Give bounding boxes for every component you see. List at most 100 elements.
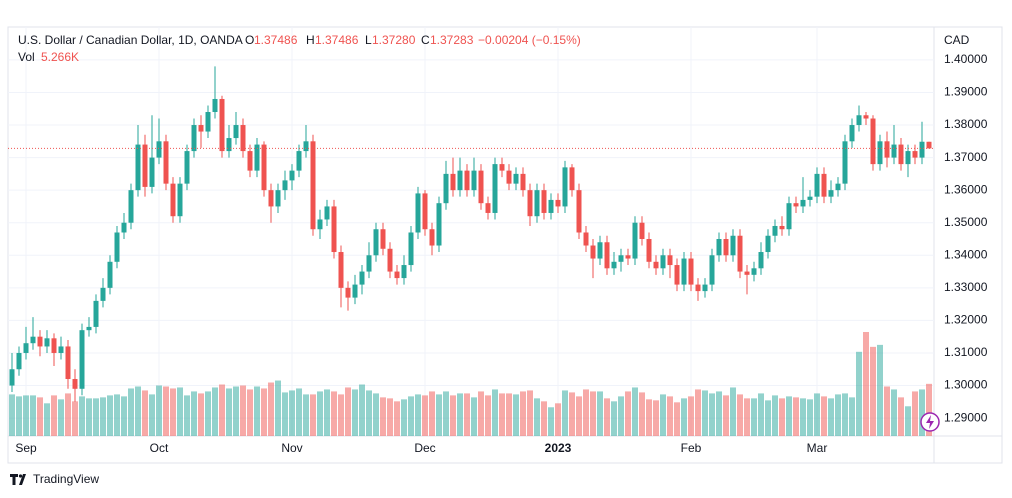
volume-bar	[597, 391, 603, 436]
volume-bar	[499, 393, 505, 436]
volume-bar	[653, 400, 659, 436]
volume-bar	[800, 398, 806, 436]
volume-bar	[835, 394, 841, 436]
volume-bar	[401, 399, 407, 436]
candle-body	[499, 164, 505, 171]
volume-bar	[842, 393, 848, 436]
legend-value: 1.37486	[254, 33, 298, 47]
volume-bar	[464, 393, 470, 436]
y-tick-label: 1.31000	[944, 345, 988, 359]
candle-body	[471, 170, 477, 191]
legend-label: H	[306, 33, 315, 47]
candle-body	[275, 190, 281, 207]
volume-bar	[457, 393, 463, 436]
candle-body	[408, 232, 414, 266]
candle-body	[310, 141, 316, 230]
volume-bar	[611, 401, 617, 436]
axis-label: CAD	[944, 33, 970, 47]
candle-body	[667, 255, 673, 266]
candle-body	[891, 144, 897, 158]
volume-bar	[569, 392, 575, 436]
volume-bar	[702, 390, 708, 436]
volume-bar	[9, 394, 15, 436]
candle-body	[233, 125, 239, 139]
volume-bar	[478, 391, 484, 436]
candle-body	[814, 173, 820, 197]
candle-body	[674, 265, 680, 285]
volume-bar	[786, 396, 792, 436]
volume-bar	[366, 390, 372, 436]
volume-bar	[849, 397, 855, 436]
volume-bar	[233, 386, 239, 436]
volume-bar	[163, 386, 169, 436]
candle-body	[359, 271, 365, 285]
volume-bar	[184, 395, 190, 436]
volume-bar	[79, 396, 85, 436]
volume-bar	[737, 394, 743, 436]
candle-body	[457, 170, 463, 191]
candle-body	[268, 190, 274, 207]
candle-body	[856, 115, 862, 126]
candle-body	[401, 265, 407, 279]
candle-body	[660, 255, 666, 269]
volume-bar	[51, 395, 57, 436]
y-tick-label: 1.29000	[944, 410, 988, 424]
volume-bar	[380, 397, 386, 436]
candle-body	[380, 229, 386, 249]
candle-body	[590, 245, 596, 259]
candle-body	[807, 196, 813, 200]
candle-body	[751, 268, 757, 275]
candle-body	[653, 261, 659, 269]
volume-bar	[555, 403, 561, 436]
volume-bar	[86, 398, 92, 436]
volume-bar	[548, 407, 554, 436]
candle-body	[212, 98, 218, 113]
y-tick-label: 1.33000	[944, 280, 988, 294]
volume-label: Vol	[18, 50, 35, 64]
candle-body	[345, 287, 351, 298]
candle-body	[604, 242, 610, 269]
volume-bar	[807, 399, 813, 436]
grid	[8, 27, 934, 436]
volume-bar	[394, 401, 400, 436]
volume-bar	[590, 391, 596, 436]
candle-body	[100, 287, 106, 301]
volume-bar	[226, 388, 232, 436]
volume-bar	[254, 386, 260, 436]
volume-bar	[317, 391, 323, 436]
y-tick-label: 1.35000	[944, 215, 988, 229]
candle-body	[450, 173, 456, 191]
volume-value: 5.266K	[41, 50, 79, 64]
candle-body	[107, 261, 113, 288]
volume-bar	[520, 391, 526, 436]
candle-body	[562, 167, 568, 207]
volume-bar	[212, 387, 218, 436]
legend-value: 1.37283	[430, 33, 474, 47]
volume-bar	[268, 382, 274, 436]
x-tick-label: Dec	[414, 441, 435, 455]
candle-body	[30, 336, 36, 344]
candle-body	[142, 144, 148, 187]
volume-bar	[793, 397, 799, 436]
volume-bar	[128, 388, 134, 436]
x-tick-label: Sep	[15, 441, 37, 455]
volume-bar	[191, 391, 197, 436]
volume-bar	[912, 391, 918, 436]
volume-bar	[534, 398, 540, 436]
volume-bar	[919, 389, 925, 436]
volume-bar	[681, 398, 687, 436]
candle-body	[331, 206, 337, 253]
volume-bar	[37, 397, 43, 436]
volume-bar	[422, 395, 428, 436]
volume-bar	[23, 395, 29, 436]
volume-bar	[485, 395, 491, 436]
candle-body	[800, 199, 806, 207]
candle-body	[646, 239, 652, 262]
volume-bar	[282, 392, 288, 436]
y-tick-label: 1.39000	[944, 85, 988, 99]
volume-bar	[926, 383, 932, 436]
candle-body	[254, 144, 260, 171]
volume-bar	[121, 396, 127, 436]
volume-bar	[338, 394, 344, 436]
candle-body	[709, 255, 715, 285]
